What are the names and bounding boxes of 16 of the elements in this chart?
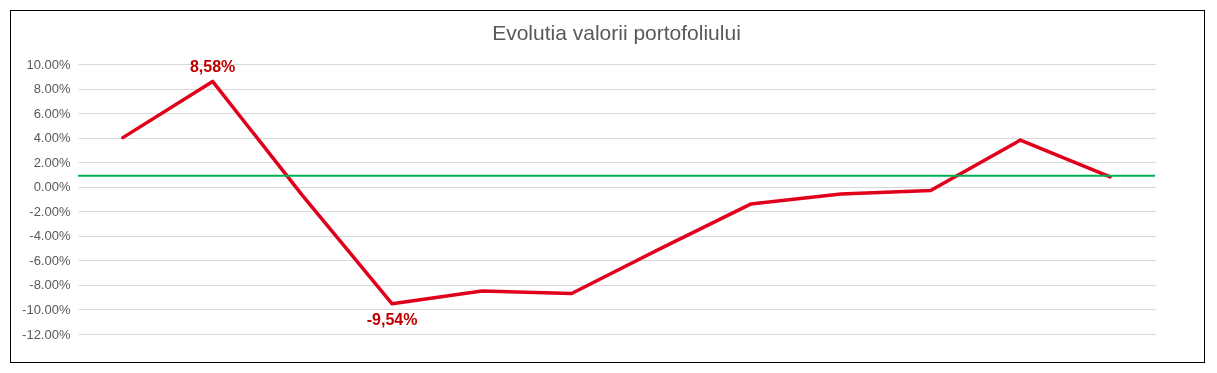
- y-tick-label: 8.00%: [33, 81, 71, 97]
- y-tick-label: 0.00%: [33, 179, 71, 195]
- y-tick-label: 4.00%: [33, 130, 71, 146]
- y-tick-label: 2.00%: [33, 154, 71, 170]
- y-tick-label: -2.00%: [29, 203, 71, 219]
- y-tick-label: 10.00%: [26, 56, 71, 72]
- y-tick-label: -6.00%: [29, 252, 71, 268]
- y-tick-label: -10.00%: [22, 301, 71, 317]
- data-label: -9,54%: [366, 310, 418, 328]
- chart-title: Evolutia valorii portofoliului: [492, 21, 741, 44]
- y-tick-label: -8.00%: [29, 277, 71, 293]
- y-tick-label: 6.00%: [33, 105, 71, 121]
- y-tick-label: -4.00%: [29, 228, 71, 244]
- line-series: [121, 79, 1112, 306]
- data-label: 8,58%: [189, 58, 236, 76]
- y-tick-label: -12.00%: [22, 326, 71, 342]
